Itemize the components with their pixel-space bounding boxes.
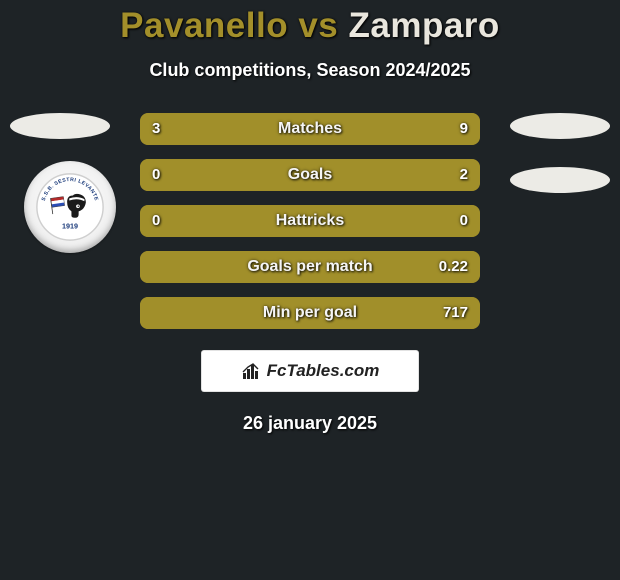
left-pill <box>10 113 110 139</box>
stat-row: 717Min per goal <box>140 297 480 329</box>
branding-text: FcTables.com <box>267 361 380 381</box>
stats-area: S.S.B. SESTRI LEVANTE 1919 <box>0 113 620 329</box>
title-player2: Zamparo <box>349 6 500 45</box>
stat-label: Matches <box>140 113 480 145</box>
chart-bars-icon <box>241 361 261 381</box>
footer-date: 26 january 2025 <box>0 413 620 434</box>
stat-row: 0.22Goals per match <box>140 251 480 283</box>
page-title: Pavanello vs Zamparo <box>0 4 620 48</box>
right-pill-2 <box>510 167 610 193</box>
subtitle: Club competitions, Season 2024/2025 <box>0 60 620 81</box>
stat-row: 00Hattricks <box>140 205 480 237</box>
stat-label: Goals <box>140 159 480 191</box>
branding-strip[interactable]: FcTables.com <box>202 351 418 391</box>
stat-label: Goals per match <box>140 251 480 283</box>
club-crest: S.S.B. SESTRI LEVANTE 1919 <box>24 161 116 253</box>
left-decor-col <box>10 113 110 139</box>
stat-rows: 39Matches 02Goals 00Hattricks 0.22Goals per… <box>140 113 480 329</box>
page-root: Pavanello vs Zamparo Club competitions, … <box>0 0 620 434</box>
stat-row: 39Matches <box>140 113 480 145</box>
crest-svg: S.S.B. SESTRI LEVANTE 1919 <box>34 171 106 243</box>
title-vs: vs <box>298 6 338 45</box>
svg-text:1919: 1919 <box>62 221 78 230</box>
stat-label: Hattricks <box>140 205 480 237</box>
stat-row: 02Goals <box>140 159 480 191</box>
right-pill-1 <box>510 113 610 139</box>
right-decor-col <box>510 113 610 193</box>
stat-label: Min per goal <box>140 297 480 329</box>
title-player1: Pavanello <box>120 6 288 45</box>
